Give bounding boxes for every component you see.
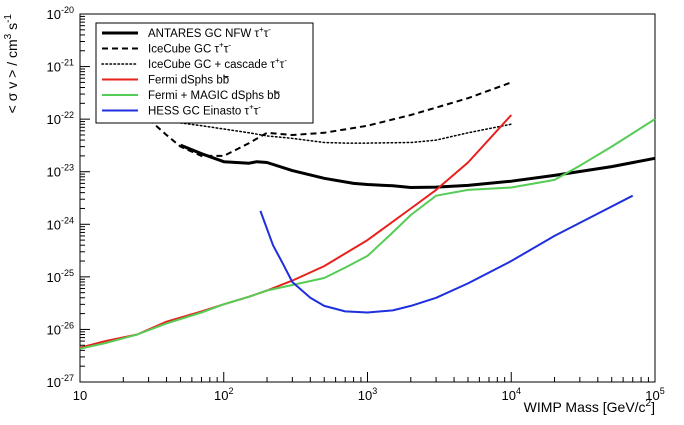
legend-label-1: IceCube GC τ+τ- xyxy=(148,41,231,56)
legend-label-0: ANTARES GC NFW τ+τ- xyxy=(148,25,271,40)
series-line-1 xyxy=(147,81,512,157)
legend-box xyxy=(95,22,314,124)
series-line-5 xyxy=(259,194,634,314)
series-line-2 xyxy=(147,119,513,144)
x-tick-label: 102 xyxy=(214,386,233,403)
y-tick-label: 10-20 xyxy=(47,5,74,22)
legend-label-2: IceCube GC + cascade τ+τ- xyxy=(148,56,287,71)
x-tick-label: 105 xyxy=(645,386,664,403)
series-line-4 xyxy=(79,118,656,350)
x-axis-title: WIMP Mass [GeV/c2] xyxy=(524,398,655,415)
legend-label-3: Fermi dSphs bb xyxy=(148,75,229,87)
series-line-0 xyxy=(179,143,656,189)
x-tick-label: 10 xyxy=(73,388,87,403)
y-tick-label: 10-24 xyxy=(47,215,74,232)
x-tick-label: 103 xyxy=(358,386,377,403)
x-tick-label: 104 xyxy=(502,386,521,403)
y-tick-label: 10-21 xyxy=(47,58,74,75)
y-tick-label: 10-23 xyxy=(47,163,74,180)
legend-label-4: Fermi + MAGIC dSphs bb xyxy=(148,90,280,102)
y-tick-label: 10-25 xyxy=(47,268,74,285)
y-tick-label: 10-27 xyxy=(47,373,74,390)
y-tick-label: 10-26 xyxy=(47,320,74,337)
legend-label-5: HESS GC Einasto τ+τ- xyxy=(148,103,261,118)
y-axis-title: < σ v > / cm3 s-1 xyxy=(3,14,20,114)
y-tick-label: 10-22 xyxy=(47,110,74,127)
